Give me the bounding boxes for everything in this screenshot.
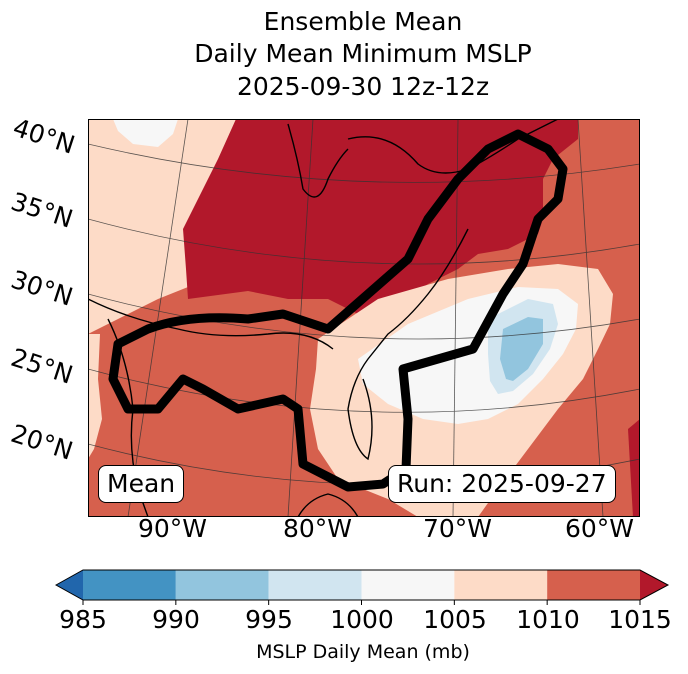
colorbar-tick-990: 990	[152, 605, 200, 634]
yucatan-coast	[297, 493, 359, 517]
colorbar-tick-1005: 1005	[423, 605, 487, 634]
great-lakes-coast	[347, 119, 559, 174]
contour-outline	[108, 129, 568, 492]
colorbar-label: MSLP Daily Mean (mb)	[256, 641, 470, 663]
lat-label-30n: 30°N	[7, 264, 77, 312]
colorbar-bin-990	[175, 570, 269, 600]
colorbar-bin-1005	[454, 570, 548, 600]
region-990-995-low-center	[500, 317, 543, 381]
lat-line-30n	[88, 293, 640, 340]
colorbar-tick-995: 995	[245, 605, 293, 634]
mslp-map	[88, 119, 640, 517]
lat-label-20n: 20°N	[7, 418, 77, 466]
colorbar-bin-1000	[361, 570, 455, 600]
east-coast-florida	[347, 228, 469, 461]
title-line-1: Ensemble Mean	[263, 7, 463, 36]
title-line-3: 2025-09-30 12z-12z	[236, 72, 490, 101]
colorbar-bin-985	[83, 570, 176, 600]
lat-line-25n	[88, 368, 640, 413]
colorbar-tick-1010: 1010	[516, 605, 580, 634]
lon-label-70w: 70°W	[423, 514, 493, 543]
lon-label-60w: 60°W	[565, 514, 635, 543]
colorbar-tick-985: 985	[59, 605, 107, 634]
lon-label-90w: 90°W	[138, 514, 208, 543]
mean-annotation-box: Mean	[98, 465, 185, 503]
region-gt1015-northeast	[183, 119, 578, 314]
title-line-2: Daily Mean Minimum MSLP	[194, 39, 532, 68]
colorbar-extend-min	[56, 570, 83, 600]
lat-label-25n: 25°N	[7, 342, 77, 390]
region-1000-1005-nw	[113, 119, 178, 147]
colorbar-extend-max	[640, 570, 668, 600]
lon-label-80w: 80°W	[283, 514, 353, 543]
colorbar	[54, 569, 670, 605]
gulf-coast	[88, 298, 334, 350]
lat-label-40n: 40°N	[9, 112, 79, 160]
lat-line-35n	[88, 218, 640, 265]
colorbar-tick-1000: 1000	[330, 605, 394, 634]
map-panel: Mean Run: 2025-09-27	[88, 119, 640, 517]
lon-line-60w	[577, 119, 604, 517]
colorbar-bin-1010	[547, 570, 640, 600]
lat-label-35n: 35°N	[7, 186, 77, 234]
region-1005-1010-west-strip	[88, 334, 102, 459]
region-gt1015-east-edge	[628, 419, 640, 517]
run-date-annotation-box: Run: 2025-09-27	[388, 465, 616, 503]
colorbar-tick-1015: 1015	[608, 605, 672, 634]
lon-line-90w	[127, 119, 189, 517]
lake-michigan-coast	[287, 123, 349, 198]
colorbar-bin-995	[268, 570, 362, 600]
